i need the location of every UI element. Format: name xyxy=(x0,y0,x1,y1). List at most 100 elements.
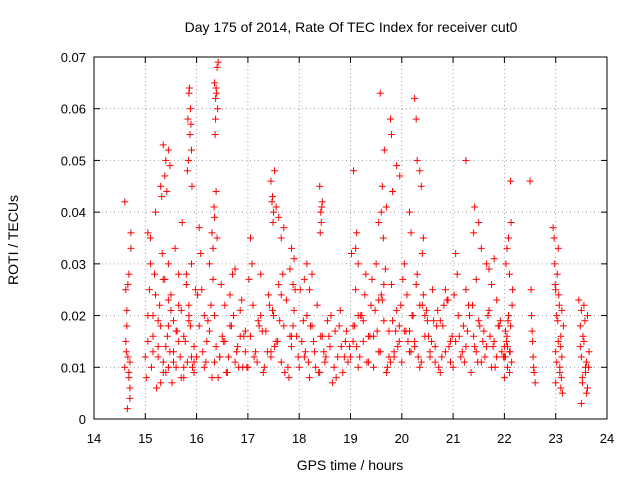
data-point xyxy=(271,343,279,351)
data-point xyxy=(380,281,388,289)
data-point xyxy=(332,374,340,382)
data-point xyxy=(382,203,390,211)
data-point xyxy=(490,255,498,263)
data-point xyxy=(421,312,429,320)
data-point xyxy=(552,348,560,356)
data-point xyxy=(507,177,515,185)
data-point xyxy=(162,343,170,351)
data-point xyxy=(218,332,226,340)
data-point xyxy=(126,394,134,402)
data-point xyxy=(175,337,183,345)
data-point xyxy=(340,353,348,361)
data-point xyxy=(426,348,434,356)
data-point xyxy=(367,301,375,309)
data-point xyxy=(288,332,296,340)
data-point xyxy=(431,343,439,351)
data-point xyxy=(326,343,334,351)
data-point xyxy=(493,296,501,304)
data-point xyxy=(199,348,207,356)
data-point xyxy=(411,343,419,351)
data-point xyxy=(125,374,133,382)
data-point xyxy=(123,322,131,330)
data-point xyxy=(280,322,288,330)
data-point xyxy=(184,115,192,123)
data-point xyxy=(190,368,198,376)
data-point xyxy=(282,296,290,304)
data-point xyxy=(270,208,278,216)
data-point xyxy=(311,348,319,356)
y-tick-label: 0.02 xyxy=(61,309,86,324)
data-point xyxy=(272,203,280,211)
data-point xyxy=(558,353,566,361)
data-point xyxy=(503,363,511,371)
data-point xyxy=(318,198,326,206)
data-point xyxy=(300,275,308,283)
data-point xyxy=(342,327,350,335)
data-point xyxy=(202,358,210,366)
data-point xyxy=(269,218,277,226)
data-point xyxy=(323,317,331,325)
data-point xyxy=(529,353,537,361)
data-point xyxy=(157,322,165,330)
data-point xyxy=(489,343,497,351)
data-point xyxy=(312,363,320,371)
data-point xyxy=(177,306,185,314)
data-point xyxy=(187,260,195,268)
data-point xyxy=(212,115,220,123)
data-point xyxy=(399,275,407,283)
data-point xyxy=(269,193,277,201)
data-point xyxy=(264,291,272,299)
data-point xyxy=(258,327,266,335)
data-point xyxy=(407,229,415,237)
data-point xyxy=(152,208,160,216)
data-point xyxy=(246,332,254,340)
data-point xyxy=(378,182,386,190)
x-tick-label: 24 xyxy=(600,431,614,446)
data-point xyxy=(503,332,511,340)
data-point xyxy=(175,301,183,309)
y-tick-label: 0.07 xyxy=(61,50,86,65)
data-point xyxy=(193,353,201,361)
data-point xyxy=(285,374,293,382)
data-point xyxy=(305,374,313,382)
data-point xyxy=(585,348,593,356)
x-tick-label: 20 xyxy=(395,431,409,446)
data-point xyxy=(377,291,385,299)
data-point xyxy=(122,337,130,345)
data-point xyxy=(186,105,194,113)
data-point xyxy=(554,244,562,252)
data-point xyxy=(182,270,190,278)
data-point xyxy=(208,374,216,382)
data-point xyxy=(471,343,479,351)
x-tick-label: 22 xyxy=(497,431,511,446)
data-point xyxy=(556,368,564,376)
data-point xyxy=(359,317,367,325)
data-point xyxy=(154,343,162,351)
data-point xyxy=(213,63,221,71)
data-point xyxy=(259,368,267,376)
data-point xyxy=(289,281,297,289)
data-point xyxy=(443,296,451,304)
data-point xyxy=(431,358,439,366)
data-point xyxy=(211,312,219,320)
data-point xyxy=(455,332,463,340)
data-point xyxy=(124,353,132,361)
data-point xyxy=(505,312,513,320)
data-point xyxy=(353,343,361,351)
data-point xyxy=(450,291,458,299)
data-point xyxy=(460,358,468,366)
data-point xyxy=(452,250,460,258)
data-point xyxy=(180,332,188,340)
data-point xyxy=(419,234,427,242)
data-point xyxy=(530,368,538,376)
data-point xyxy=(125,270,133,278)
data-point xyxy=(144,229,152,237)
data-point xyxy=(531,379,539,387)
data-point xyxy=(404,337,412,345)
data-point xyxy=(310,337,318,345)
data-point xyxy=(553,312,561,320)
data-point xyxy=(168,379,176,387)
data-point xyxy=(208,229,216,237)
data-point xyxy=(352,286,360,294)
data-point xyxy=(422,306,430,314)
